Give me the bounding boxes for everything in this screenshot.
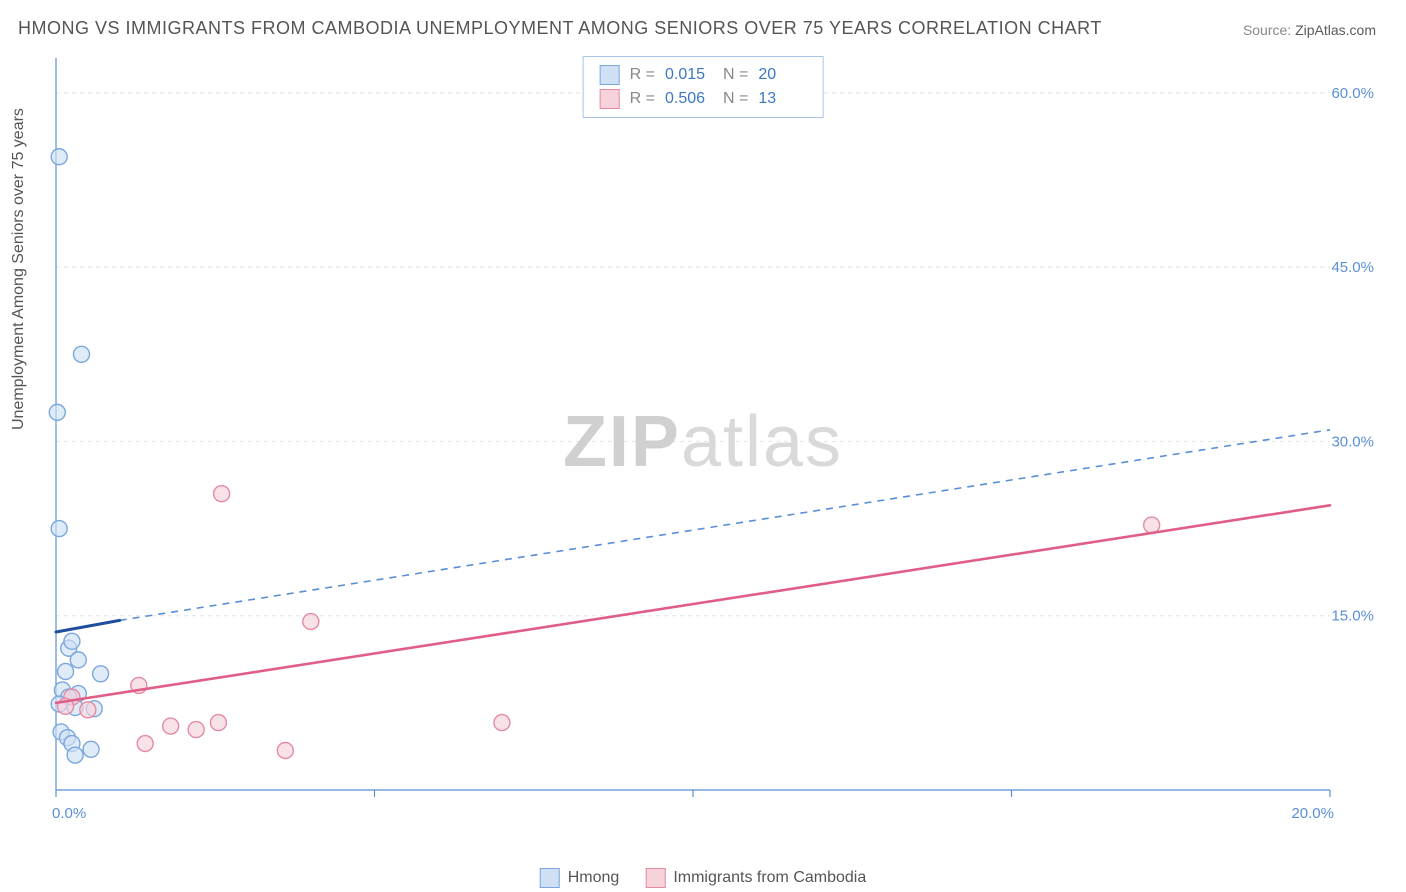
svg-text:20.0%: 20.0%	[1291, 805, 1334, 822]
chart-title: HMONG VS IMMIGRANTS FROM CAMBODIA UNEMPL…	[18, 18, 1102, 39]
source-value: ZipAtlas.com	[1295, 22, 1376, 38]
r-label: R =	[630, 63, 655, 87]
bottom-legend: Hmong Immigrants from Cambodia	[540, 868, 867, 888]
n-label: N =	[723, 87, 748, 111]
r-value: 0.015	[665, 63, 713, 87]
svg-text:15.0%: 15.0%	[1331, 608, 1374, 625]
legend-swatch	[540, 868, 560, 888]
svg-text:30.0%: 30.0%	[1331, 433, 1374, 450]
legend-label: Hmong	[568, 869, 620, 887]
legend-item: Hmong	[540, 868, 620, 888]
n-value: 20	[758, 63, 806, 87]
r-value: 0.506	[665, 87, 713, 111]
svg-text:45.0%: 45.0%	[1331, 259, 1374, 276]
r-label: R =	[630, 87, 655, 111]
stats-legend-box: R = 0.015 N = 20 R = 0.506 N = 13	[583, 56, 824, 118]
y-axis-label: Unemployment Among Seniors over 75 years	[10, 108, 28, 430]
plot-area: 15.0% 30.0% 45.0% 60.0% 0.0% 20.0%	[48, 50, 1378, 840]
source-label: Source:	[1243, 22, 1291, 38]
n-label: N =	[723, 63, 748, 87]
legend-swatch	[600, 65, 620, 85]
legend-swatch	[645, 868, 665, 888]
svg-text:0.0%: 0.0%	[52, 805, 86, 822]
stats-row: R = 0.015 N = 20	[600, 63, 807, 87]
legend-item: Immigrants from Cambodia	[645, 868, 866, 888]
scatter-chart: 15.0% 30.0% 45.0% 60.0% 0.0% 20.0%	[48, 50, 1378, 840]
svg-text:60.0%: 60.0%	[1331, 85, 1374, 102]
source-attribution: Source: ZipAtlas.com	[1243, 22, 1376, 38]
n-value: 13	[758, 87, 806, 111]
stats-row: R = 0.506 N = 13	[600, 87, 807, 111]
legend-label: Immigrants from Cambodia	[673, 869, 866, 887]
legend-swatch	[600, 89, 620, 109]
